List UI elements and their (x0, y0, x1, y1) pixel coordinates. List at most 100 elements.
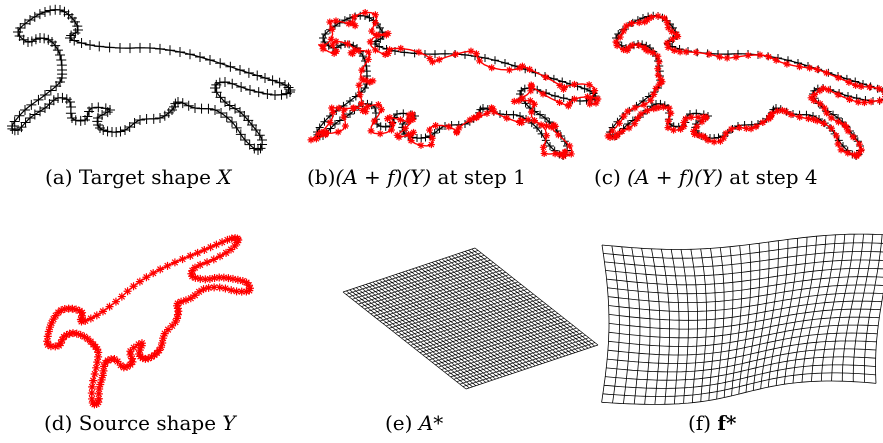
grid-line (465, 344, 599, 390)
grid-line (611, 245, 620, 404)
grid-line (451, 255, 576, 353)
target-point-marker (145, 43, 155, 53)
grid-line (422, 310, 556, 356)
source-point-marker (631, 120, 639, 128)
target-point-marker (270, 90, 280, 100)
source-point-marker (178, 255, 187, 264)
grid-line (461, 252, 586, 350)
source-point-marker (565, 100, 573, 108)
target-point-marker (319, 34, 327, 42)
grid-line (680, 249, 689, 404)
target-point-marker (216, 108, 227, 119)
source-point-marker (820, 119, 828, 127)
target-point-marker (55, 5, 65, 15)
source-point-marker (46, 342, 55, 351)
grid-line (441, 258, 566, 357)
source-point-marker (158, 338, 167, 347)
source-point-marker (543, 132, 551, 140)
target-point-marker (35, 106, 46, 117)
target-point-marker (476, 105, 485, 114)
source-point-marker (188, 272, 197, 281)
target-point-marker (346, 97, 354, 105)
source-point-marker (620, 112, 628, 120)
source-point-marker (351, 22, 359, 30)
source-point-marker (68, 304, 77, 313)
source-point-marker (134, 340, 143, 349)
caption-a: (a) Target shape X (45, 165, 232, 189)
source-point-marker (349, 50, 357, 58)
target-point-marker (372, 108, 380, 117)
source-point-marker (810, 116, 818, 124)
target-point-marker (105, 105, 115, 115)
target-point-marker (536, 110, 545, 119)
target-point-marker (580, 84, 589, 93)
source-point-marker (467, 47, 475, 55)
grid-line (428, 315, 562, 361)
target-point-marker (243, 67, 254, 78)
source-point-marker (371, 11, 379, 19)
source-point-marker (92, 363, 101, 372)
source-point-marker (663, 19, 671, 27)
target-point-marker (115, 126, 126, 137)
source-point-marker (845, 78, 853, 86)
source-point-marker (238, 276, 247, 285)
target-point-marker (375, 23, 384, 32)
source-point-marker (693, 123, 701, 131)
source-point-marker (210, 274, 219, 283)
source-point-marker (744, 51, 752, 59)
grid-line (418, 266, 543, 364)
source-point-marker (86, 314, 95, 323)
source-point-marker (716, 137, 724, 145)
grid-line (767, 239, 789, 388)
source-point-marker (171, 318, 180, 327)
target-point-marker (247, 120, 257, 130)
target-point-marker (880, 99, 883, 101)
source-point-marker (823, 109, 831, 117)
source-point-marker (364, 48, 372, 56)
source-point-marker (807, 94, 815, 102)
source-point-marker (695, 132, 703, 140)
source-point-marker (405, 111, 413, 119)
source-point-marker (335, 104, 343, 112)
target-point-marker (9, 116, 20, 127)
grid-line (435, 260, 559, 359)
source-point-marker (147, 352, 156, 361)
source-point-marker (594, 95, 602, 103)
source-point-marker (810, 96, 818, 104)
source-point-marker (204, 283, 213, 292)
source-point-marker (340, 113, 348, 121)
target-point-marker (14, 110, 25, 121)
source-point-marker (670, 47, 678, 55)
source-point-marker (387, 126, 395, 134)
target-point-marker (25, 113, 35, 123)
target-point-marker (244, 139, 255, 150)
source-point-marker (628, 20, 636, 28)
source-point-marker (824, 86, 832, 94)
source-point-marker (181, 296, 190, 305)
source-point-marker (875, 85, 883, 93)
source-point-marker (216, 252, 225, 261)
source-point-marker (164, 325, 173, 334)
target-point-marker (115, 43, 125, 53)
source-point-marker (608, 127, 616, 135)
source-point-marker (126, 350, 135, 359)
source-point-marker (668, 28, 676, 36)
source-point-marker (123, 362, 132, 371)
source-point-marker (368, 27, 376, 35)
source-point-marker (566, 142, 574, 150)
source-point-marker (783, 60, 791, 68)
target-point-marker (361, 84, 369, 92)
source-point-marker (539, 143, 547, 151)
source-point-marker (374, 31, 382, 39)
target-point-marker (210, 83, 220, 93)
target-point-marker (225, 61, 236, 72)
source-point-marker (149, 269, 158, 278)
source-point-marker (156, 265, 165, 274)
caption-b: (b)(A + f)(Y) at step 1 (307, 165, 526, 189)
source-point-marker (233, 238, 242, 247)
source-point-marker (49, 315, 58, 324)
target-point-marker (102, 126, 113, 137)
grid-line (464, 251, 589, 349)
grid-line (641, 248, 651, 405)
target-point-marker (461, 120, 469, 128)
